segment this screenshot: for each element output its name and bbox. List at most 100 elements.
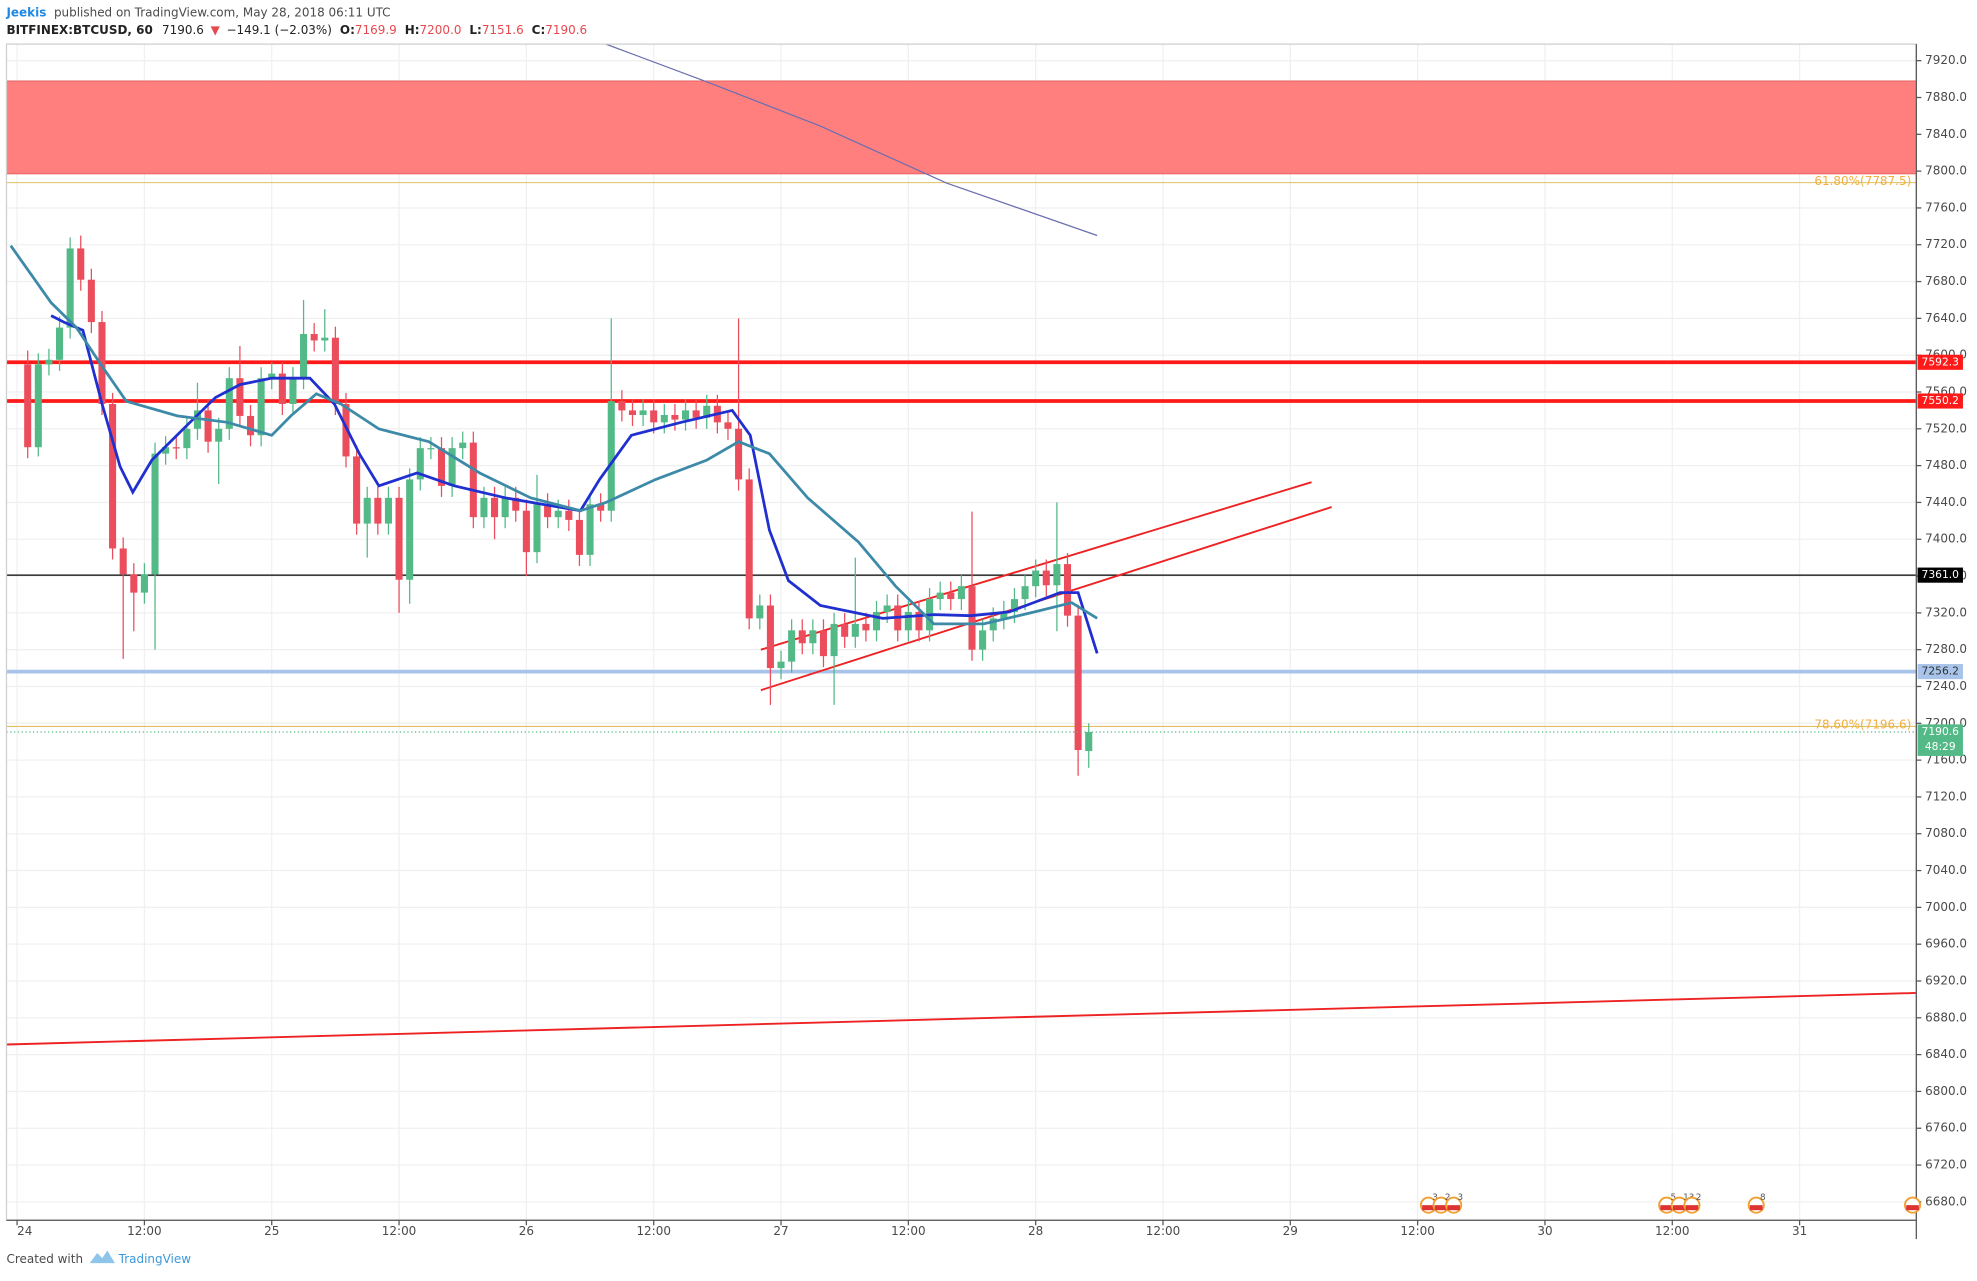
y-tick-label: 7880.0: [1925, 90, 1967, 104]
candle-body: [331, 337, 339, 404]
x-tick-label: 12:00: [1146, 1224, 1181, 1238]
y-tick-label: 7240.0: [1925, 679, 1967, 693]
candle-body: [236, 378, 244, 416]
event-icon: 2: [1432, 1193, 1451, 1214]
x-tick-label: 27: [773, 1224, 788, 1238]
x-tick-label: 24: [17, 1224, 32, 1238]
y-tick-label: 7920.0: [1925, 53, 1967, 67]
candle-body: [957, 586, 965, 600]
price-tag-label: 7550.2: [1922, 394, 1959, 407]
price-tag: [1917, 354, 1963, 370]
indicator-line: [9, 244, 1098, 626]
axis: 7920.0 7880.0 7840.0 7800.0 7760.0 7720.0 7680…: [16, 53, 1967, 1238]
y-tick-label: 7120.0: [1925, 789, 1967, 803]
author[interactable]: Jeekis: [5, 5, 46, 19]
y-tick-label: 7040.0: [1925, 863, 1967, 877]
x-tick-label: 12:00: [1655, 1224, 1690, 1238]
x-tick-label: 12:00: [382, 1224, 416, 1238]
candle-body: [554, 510, 562, 518]
candle-body: [162, 447, 170, 454]
candle-body: [384, 497, 392, 524]
candle-body: [342, 403, 350, 457]
candle-body: [724, 422, 732, 429]
low-label: L:: [469, 23, 481, 37]
candle-body: [851, 623, 859, 637]
price-tag: [1917, 393, 1963, 409]
candle-body: [109, 403, 117, 549]
candle-body: [246, 415, 255, 436]
resistance-zone: [6, 80, 1917, 175]
candle-body: [915, 611, 923, 631]
event-count: 2: [1445, 1193, 1451, 1203]
candle-body: [406, 479, 414, 580]
candle-body: [989, 618, 997, 631]
candle-body: [87, 279, 95, 323]
candle-body: [565, 510, 573, 520]
candle-body: [183, 428, 191, 449]
candle-body: [1021, 586, 1029, 600]
close-value: 7190.6: [545, 23, 587, 37]
header-line-2: BITFINEX:BTCUSD, 60 7190.6 ▼ −149.1 (−2.…: [6, 23, 587, 37]
candle-body: [1000, 611, 1008, 619]
y-tick-label: 7000.0: [1925, 900, 1967, 914]
candle-body: [130, 574, 138, 593]
candle-body: [225, 378, 233, 429]
indicator-line: [50, 314, 1099, 654]
y-tick-label: 6760.0: [1925, 1121, 1967, 1135]
x-tick-label: 12:00: [636, 1224, 670, 1238]
candle-body: [1042, 570, 1050, 586]
event-icon: 2: [1683, 1193, 1701, 1214]
y-tick-label: 7160.0: [1925, 753, 1967, 767]
y-tick-label: 6680.0: [1925, 1194, 1967, 1208]
candle-body: [56, 327, 64, 360]
candle-body: [98, 322, 106, 404]
candle-body: [469, 442, 477, 518]
candle-body: [119, 548, 127, 575]
candle-body: [257, 378, 265, 436]
candle-body: [745, 479, 753, 619]
candle-body: [77, 248, 85, 280]
candle-body: [936, 592, 944, 600]
event-icon: 3: [1445, 1193, 1463, 1214]
x-tick-label: 12:00: [891, 1224, 926, 1238]
event-count: 3: [1432, 1193, 1438, 1203]
candle-body: [34, 364, 42, 448]
open-label: O:: [340, 23, 355, 37]
candle-body: [756, 605, 764, 619]
candle-body: [374, 497, 382, 524]
candle-body: [448, 448, 456, 486]
candle-body: [650, 410, 658, 423]
y-tick-label: 7680.0: [1925, 274, 1967, 288]
candle-body: [544, 504, 552, 518]
candle-body: [204, 410, 212, 442]
y-tick-label: 7720.0: [1925, 237, 1967, 251]
y-tick-label: 6960.0: [1925, 937, 1967, 951]
candle-body: [628, 410, 637, 416]
change-arrow: ▼: [211, 23, 221, 37]
candle-body: [639, 410, 647, 416]
candle-body: [671, 415, 679, 420]
candle-body: [788, 630, 796, 662]
candle-body: [682, 410, 690, 420]
header-line-1: Jeekis published on TradingView.com, May…: [5, 5, 390, 19]
candle-body: [766, 605, 774, 669]
symbol: BITFINEX:BTCUSD, 60: [6, 23, 152, 37]
candle-body: [321, 337, 329, 341]
event-flag: [1673, 1205, 1686, 1211]
brand[interactable]: TradingView: [118, 1252, 192, 1266]
candle-body: [533, 504, 541, 553]
candle-body: [512, 497, 520, 511]
candle-body: [703, 405, 711, 418]
y-tick-label: 6800.0: [1925, 1084, 1967, 1098]
event-flag: [1434, 1205, 1448, 1211]
candle-body: [480, 497, 488, 518]
candle-body: [692, 410, 700, 418]
candle-body: [1063, 564, 1072, 616]
published: published on TradingView.com, May 28, 20…: [54, 5, 391, 19]
last-price: 7190.6: [162, 23, 204, 37]
candle-body: [862, 623, 870, 631]
candle-body: [289, 378, 297, 404]
candle-body: [416, 448, 424, 480]
price-tag-label: 7361.0: [1922, 568, 1960, 581]
candle-body: [618, 401, 626, 411]
